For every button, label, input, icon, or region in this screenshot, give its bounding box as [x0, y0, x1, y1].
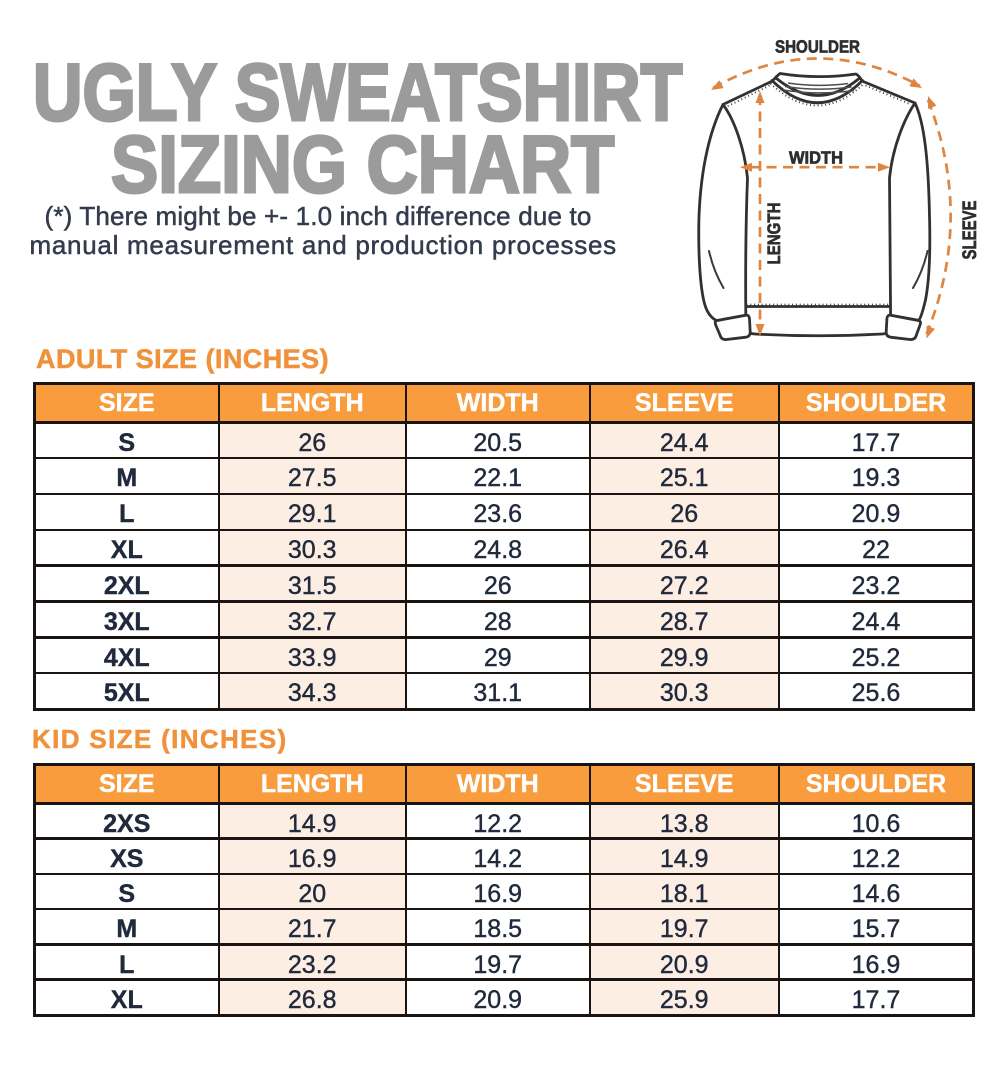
- svg-text:LENGTH: LENGTH: [764, 203, 784, 265]
- svg-text:SHOULDER: SHOULDER: [775, 37, 860, 57]
- svg-text:WIDTH: WIDTH: [789, 148, 843, 168]
- svg-text:SLEEVE: SLEEVE: [959, 201, 981, 260]
